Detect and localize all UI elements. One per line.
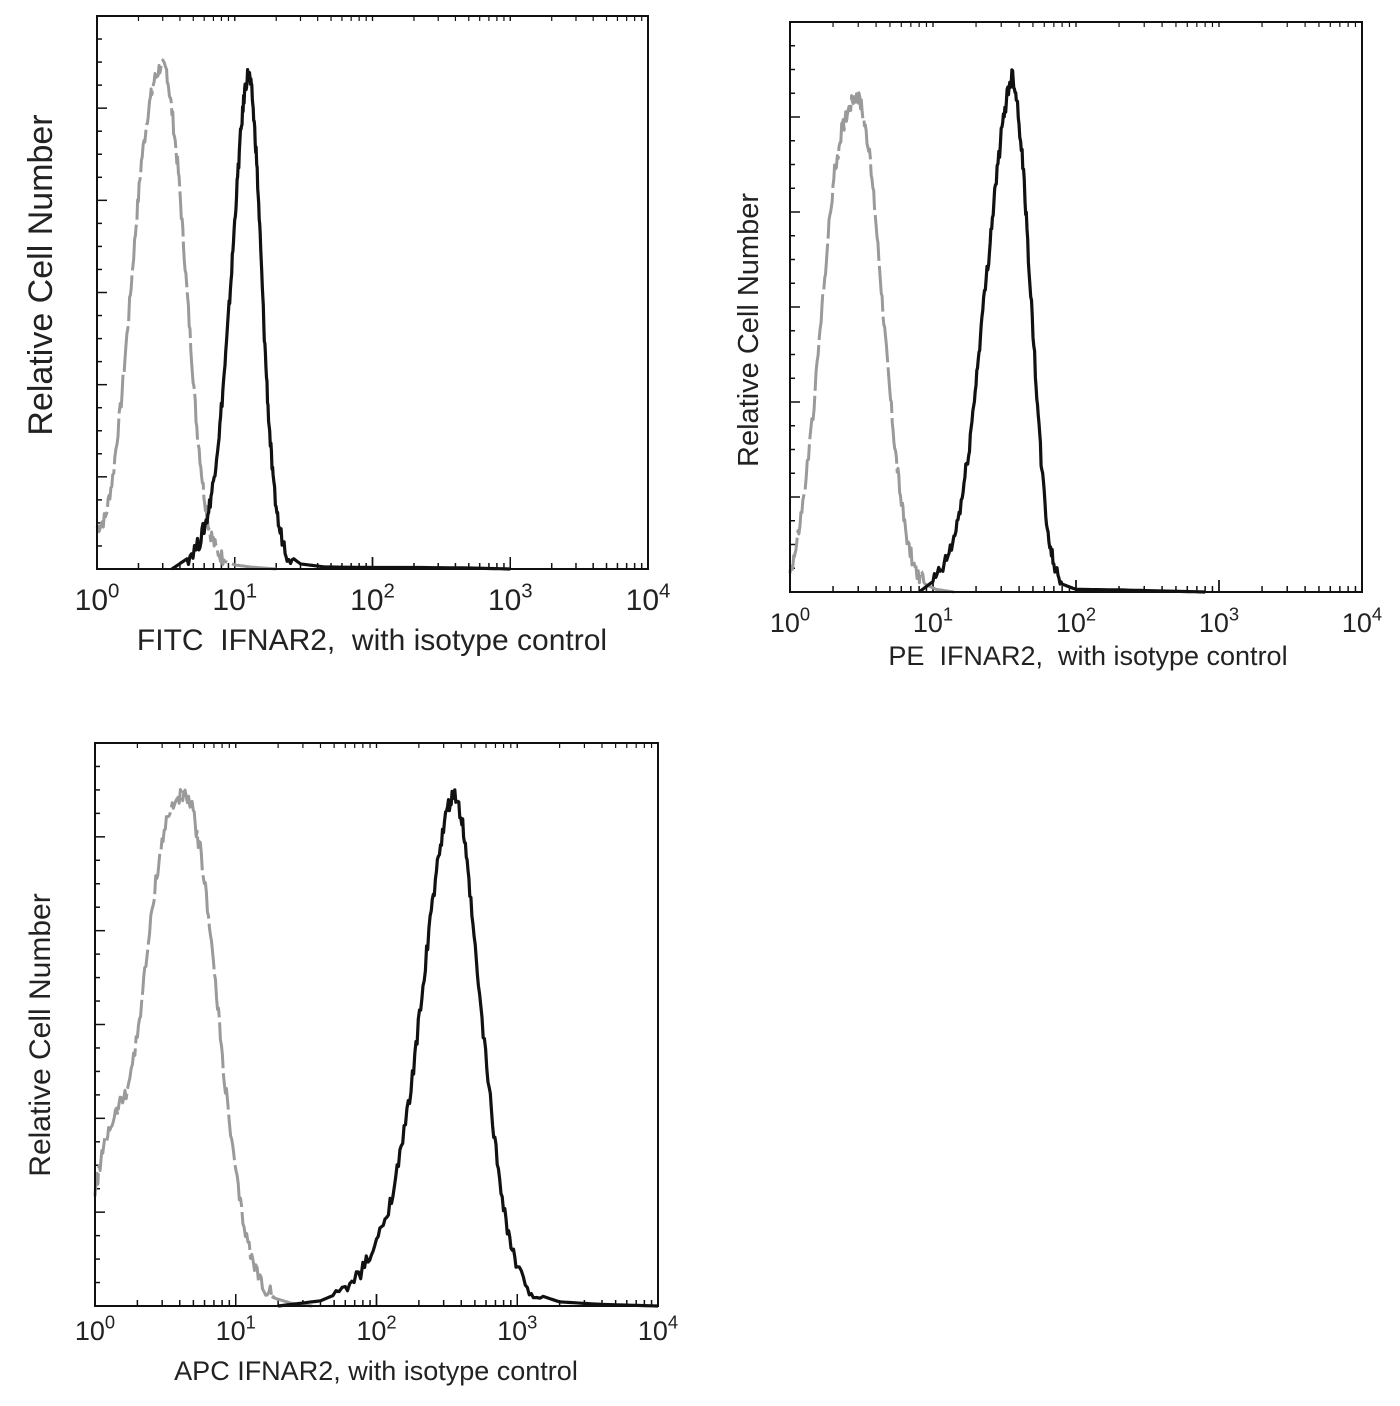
ifnar2-histogram [277,788,659,1308]
x-tick-label: 102 [350,580,395,617]
series-layer [95,58,511,571]
plot-frame [94,742,659,1307]
y-axis-label: Relative Cell Number [24,893,57,1176]
isotype-control-histogram [93,788,313,1308]
x-axis-ticks: 100 101 102 103 104 [75,16,671,617]
x-axis-label: PE IFNAR2, with isotype control [888,641,1287,671]
x-tick-label: 101 [212,580,257,617]
isotype-control-histogram [95,58,277,571]
series-layer [93,788,659,1308]
x-tick-label: 100 [75,1312,115,1346]
y-axis-label: Relative Cell Number [733,193,765,467]
x-tick-label: 103 [497,1312,537,1346]
y-axis-label: Relative Cell Number [22,114,60,435]
x-tick-label: 104 [1342,604,1382,638]
x-axis-label: APC IFNAR2, with isotype control [174,1356,578,1386]
x-tick-label: 102 [1056,604,1096,638]
x-axis-ticks: 100 101 102 103 104 [770,22,1382,638]
ifnar2-histogram [170,68,511,571]
x-tick-label: 104 [626,580,671,617]
x-tick-label: 100 [770,604,810,638]
x-axis-label: FITC IFNAR2, with isotype control [137,624,607,657]
ifnar2-histogram [918,68,1206,594]
x-tick-label: 103 [488,580,533,617]
chart-panel-pe: Relative Cell Number 100 101 102 103 104 PE … [733,21,1382,671]
y-axis-ticks [95,742,105,1307]
y-axis-ticks [790,21,800,593]
isotype-control-histogram [788,91,955,594]
x-tick-label: 101 [913,604,953,638]
series-layer [788,68,1206,594]
plot-frame [96,15,649,570]
chart-panel-fitc: Relative Cell Number 100 101 102 103 104 FIT… [22,15,671,657]
x-tick-label: 104 [638,1312,678,1346]
x-tick-label: 102 [356,1312,396,1346]
x-tick-label: 103 [1199,604,1239,638]
x-tick-label: 100 [75,580,120,617]
plot-frame [789,21,1363,593]
chart-panel-apc: Relative Cell Number 100 101 102 103 104 APC… [24,742,678,1386]
x-tick-label: 101 [216,1312,256,1346]
y-axis-ticks [97,15,107,570]
